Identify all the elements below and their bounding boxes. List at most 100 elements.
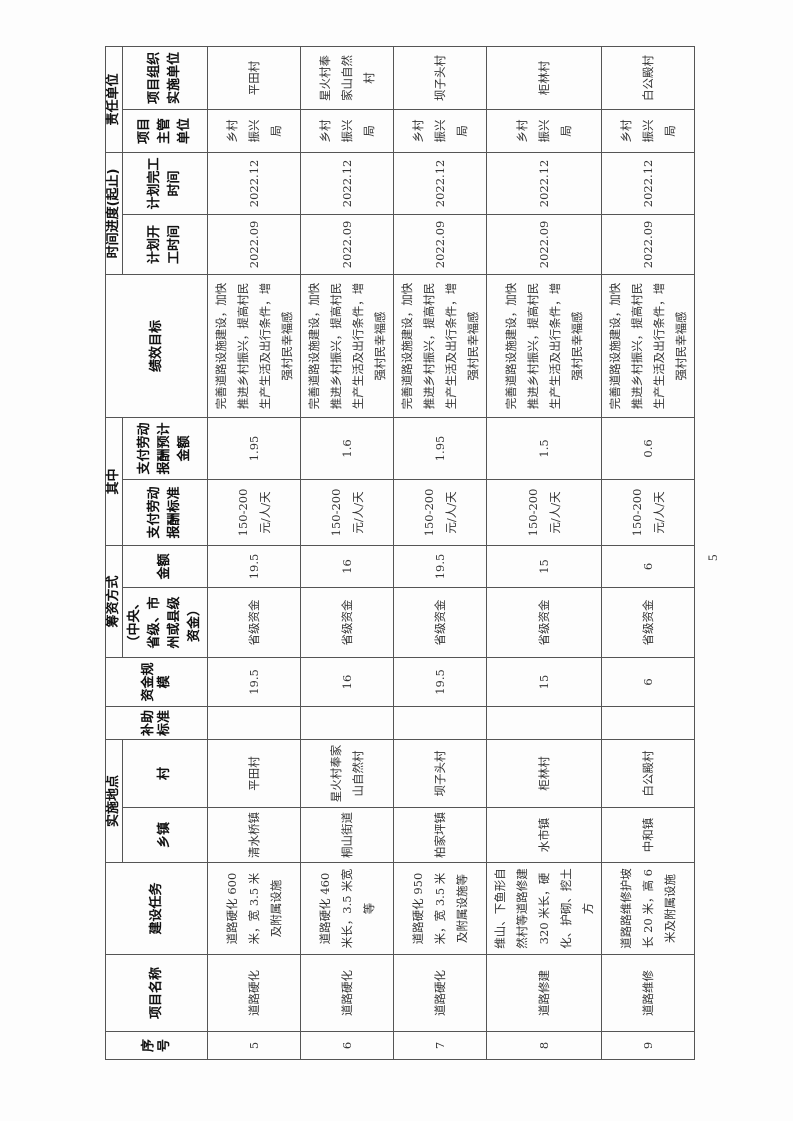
cell-town: 水市镇 bbox=[486, 807, 602, 863]
cell-labor-amt: 1.5 bbox=[486, 417, 602, 480]
cell-no: 9 bbox=[601, 1031, 695, 1060]
cell-goal: 完善道路设施建设，加快推进乡村振兴，提高村民生产生活及出行条件，增强村民幸福感 bbox=[300, 274, 394, 418]
header-dept: 项目主管单位 bbox=[122, 109, 208, 153]
cell-subsidy bbox=[486, 706, 602, 740]
cell-scale: 19.5 bbox=[207, 657, 301, 707]
cell-name: 道路硬化 bbox=[393, 954, 487, 1032]
cell-end: 2022.12 bbox=[486, 152, 602, 215]
table-row: 7 道路硬化 道路硬化 950 米，宽 3.5 米及附属设施等 柏家坪镇 坝子头村 19.… bbox=[393, 46, 487, 1060]
group-responsible: 责任单位 bbox=[105, 46, 123, 153]
header-labor-std: 支付劳动报酬标准 bbox=[122, 479, 208, 546]
cell-village: 白公殿村 bbox=[601, 739, 695, 808]
cell-start: 2022.09 bbox=[207, 214, 301, 275]
cell-village: 柜林村 bbox=[486, 739, 602, 808]
group-location: 实施地点 bbox=[105, 739, 123, 863]
cell-scale: 15 bbox=[486, 657, 602, 707]
cell-amount: 19.5 bbox=[393, 545, 487, 588]
cell-goal: 完善道路设施建设，加快推进乡村振兴，提高村民生产生活及出行条件，增强村民幸福感 bbox=[393, 274, 487, 418]
cell-town: 桐山街道 bbox=[300, 807, 394, 863]
cell-impl: 坝子头村 bbox=[393, 46, 487, 110]
header-amount: 金额 bbox=[122, 545, 208, 588]
cell-name: 道路修建 bbox=[486, 954, 602, 1032]
cell-name: 道路硬化 bbox=[300, 954, 394, 1032]
header-town: 乡镇 bbox=[122, 807, 208, 863]
cell-town: 中和镇 bbox=[601, 807, 695, 863]
cell-labor-std: 150-200 元/人/天 bbox=[207, 479, 301, 546]
cell-end: 2022.12 bbox=[207, 152, 301, 215]
header-name: 项目名称 bbox=[105, 954, 208, 1032]
cell-labor-std: 150-200 元/人/天 bbox=[601, 479, 695, 546]
cell-town: 柏家坪镇 bbox=[393, 807, 487, 863]
group-of-which: 其中 bbox=[105, 417, 123, 546]
cell-dept: 乡村振兴局 bbox=[393, 109, 487, 153]
header-task: 建设任务 bbox=[105, 862, 208, 955]
table-row: 8 道路修建 维山、下鱼形自然村等道路修建 320 米长，硬化、护砌、挖土方 水市镇柜… bbox=[486, 46, 602, 1060]
cell-impl: 柜林村 bbox=[486, 46, 602, 110]
cell-start: 2022.09 bbox=[601, 214, 695, 275]
cell-task: 维山、下鱼形自然村等道路修建 320 米长，硬化、护砌、挖土方 bbox=[486, 862, 602, 955]
header-start: 计划开工时间 bbox=[122, 214, 208, 275]
cell-impl: 星火村奉家山自然村 bbox=[300, 46, 394, 110]
table-row: 5 道路硬化 道路硬化 600 米，宽 3.5 米及附属设施 清水桥镇 平田村 19.5 省… bbox=[207, 46, 301, 1060]
cell-dept: 乡村振兴局 bbox=[486, 109, 602, 153]
group-schedule: 时间进度(起止) bbox=[105, 152, 123, 275]
header-end: 计划完工时间 bbox=[122, 152, 208, 215]
cell-impl: 白公殿村 bbox=[601, 46, 695, 110]
cell-start: 2022.09 bbox=[393, 214, 487, 275]
cell-end: 2022.12 bbox=[300, 152, 394, 215]
cell-goal: 完善道路设施建设，加快推进乡村振兴，提高村民生产生活及出行条件，增强村民幸福感 bbox=[486, 274, 602, 418]
cell-amount: 6 bbox=[601, 545, 695, 588]
cell-name: 道路维修 bbox=[601, 954, 695, 1032]
table-row: 6 道路硬化 道路硬化 460 米长，3.5 米宽等 桐山街道 星火村奉家山自然村 16 省… bbox=[300, 46, 394, 1060]
cell-labor-std: 150-200 元/人/天 bbox=[393, 479, 487, 546]
table-row: 9 道路维修 道路路维修护坡长 20 米，高 6 米及附属设施 中和镇 白公殿村 6 省级资… bbox=[601, 46, 695, 1060]
cell-village: 星火村奉家山自然村 bbox=[300, 739, 394, 808]
cell-subsidy bbox=[207, 706, 301, 740]
cell-amount: 19.5 bbox=[207, 545, 301, 588]
cell-no: 6 bbox=[300, 1031, 394, 1060]
cell-goal: 完善道路设施建设，加快推进乡村振兴，提高村民生产生活及出行条件，增强村民幸福感 bbox=[207, 274, 301, 418]
header-source: （中央、省级、市州或县级资金） bbox=[122, 587, 208, 658]
cell-source: 省级资金 bbox=[486, 587, 602, 658]
cell-source: 省级资金 bbox=[393, 587, 487, 658]
cell-subsidy bbox=[393, 706, 487, 740]
header-no: 序号 bbox=[105, 1031, 208, 1060]
group-funding: 筹资方式 bbox=[105, 545, 123, 658]
cell-impl: 平田村 bbox=[207, 46, 301, 110]
cell-no: 7 bbox=[393, 1031, 487, 1060]
cell-scale: 16 bbox=[300, 657, 394, 707]
cell-name: 道路硬化 bbox=[207, 954, 301, 1032]
cell-task: 道路硬化 460 米长，3.5 米宽等 bbox=[300, 862, 394, 955]
cell-labor-std: 150-200 元/人/天 bbox=[486, 479, 602, 546]
cell-subsidy bbox=[601, 706, 695, 740]
cell-labor-amt: 1.95 bbox=[393, 417, 487, 480]
cell-village: 坝子头村 bbox=[393, 739, 487, 808]
cell-dept: 乡村振兴局 bbox=[601, 109, 695, 153]
header-subsidy: 补助标准 bbox=[105, 706, 208, 740]
cell-no: 5 bbox=[207, 1031, 301, 1060]
page-number: 5 bbox=[705, 554, 720, 562]
header-labor-amt: 支付劳动报酬预计金额 bbox=[122, 417, 208, 480]
cell-amount: 15 bbox=[486, 545, 602, 588]
cell-village: 平田村 bbox=[207, 739, 301, 808]
project-table: 序号 项目名称 建设任务 实施地点 补助标准 资金规模 筹资方式 其中 绩效目标… bbox=[105, 46, 695, 1060]
cell-dept: 乡村振兴局 bbox=[300, 109, 394, 153]
cell-labor-std: 150-200 元/人/天 bbox=[300, 479, 394, 546]
header-scale: 资金规模 bbox=[105, 657, 208, 707]
cell-scale: 19.5 bbox=[393, 657, 487, 707]
cell-subsidy bbox=[300, 706, 394, 740]
cell-start: 2022.09 bbox=[486, 214, 602, 275]
cell-town: 清水桥镇 bbox=[207, 807, 301, 863]
cell-labor-amt: 0.6 bbox=[601, 417, 695, 480]
cell-end: 2022.12 bbox=[393, 152, 487, 215]
cell-labor-amt: 1.95 bbox=[207, 417, 301, 480]
cell-scale: 6 bbox=[601, 657, 695, 707]
header-impl: 项目组织实施单位 bbox=[122, 46, 208, 110]
cell-end: 2022.12 bbox=[601, 152, 695, 215]
cell-task: 道路路维修护坡长 20 米，高 6 米及附属设施 bbox=[601, 862, 695, 955]
header-goal: 绩效目标 bbox=[105, 274, 208, 418]
cell-task: 道路硬化 600 米，宽 3.5 米及附属设施 bbox=[207, 862, 301, 955]
cell-source: 省级资金 bbox=[207, 587, 301, 658]
